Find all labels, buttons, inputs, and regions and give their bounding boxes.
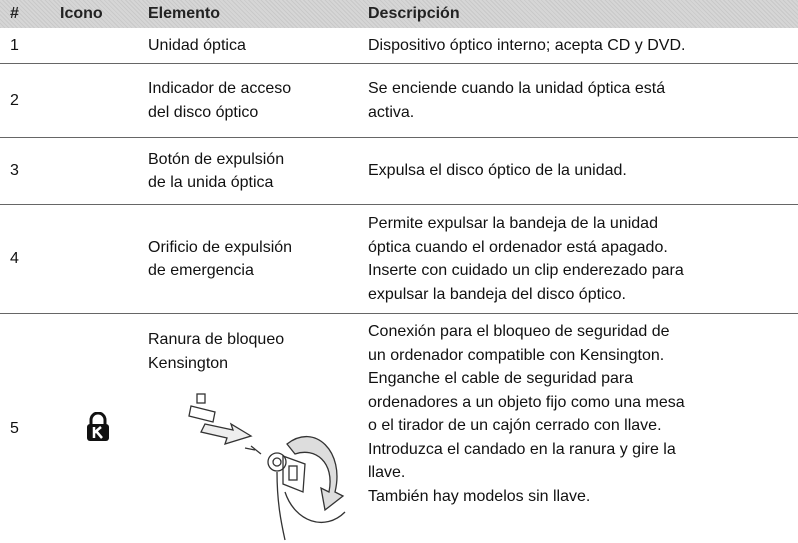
element-line: Ranura de bloqueo: [148, 331, 285, 348]
cell-text: 5: [10, 419, 19, 437]
element-cell: Unidad óptica: [148, 28, 363, 63]
header-cell: Elemento: [148, 5, 221, 22]
element-line: Kensington: [148, 354, 229, 372]
cell-text: 1: [10, 36, 19, 54]
table-row: 3 Botón de expulsión de la unida óptica Exp…: [0, 138, 798, 205]
header-cell: Icono: [60, 5, 103, 22]
description-cell: Se enciende cuando la unidad óptica está…: [368, 64, 796, 137]
description-line: Dispositivo óptico interno; acepta CD y …: [368, 36, 686, 54]
element-cell: Botón de expulsión de la unida óptica: [148, 138, 363, 204]
row-number: 3: [10, 138, 50, 204]
description-line: Se enciende cuando la unidad óptica está: [368, 80, 666, 97]
element-line: Unidad óptica: [148, 36, 246, 54]
element-line: de la unida óptica: [148, 174, 274, 191]
lock-illustration: [188, 393, 346, 541]
description-line: Conexión para el bloqueo de seguridad de: [368, 323, 670, 340]
description-cell: Permite expulsar la bandeja de la unidad…: [368, 205, 796, 313]
kensington-icon: [87, 412, 109, 441]
element-cell: Orificio de expulsión de emergencia: [148, 205, 363, 313]
description-line: llave.: [368, 464, 406, 481]
element-line: Botón de expulsión: [148, 150, 285, 168]
element-cell: Ranura de bloqueo Kensington: [148, 314, 363, 543]
description-line: un ordenador compatible con Kensington.: [368, 346, 665, 364]
header-cell: #: [10, 5, 19, 22]
description-cell: Expulsa el disco óptico de la unidad.: [368, 138, 796, 204]
cell-text: 2: [10, 91, 19, 109]
table-header: # Icono Elemento Descripción: [0, 0, 798, 28]
element-line: de emergencia: [148, 262, 254, 279]
header-cell: Descripción: [368, 5, 460, 22]
description-cell: Dispositivo óptico interno; acepta CD y …: [368, 28, 796, 63]
cell-text: 3: [10, 162, 19, 180]
description-line: Permite expulsar la bandeja de la unidad: [368, 215, 658, 232]
description-line: expulsar la bandeja del disco óptico.: [368, 285, 626, 303]
row-number: 2: [10, 64, 50, 137]
element-cell: Indicador de acceso del disco óptico: [148, 64, 363, 137]
element-line: Orificio de expulsión: [148, 238, 293, 256]
table-row: 4 Orificio de expulsión de emergencia Permi…: [0, 205, 798, 314]
row-number: 1: [10, 28, 50, 63]
description-cell: Conexión para el bloqueo de seguridad de…: [368, 314, 796, 543]
element-line: del disco óptico: [148, 103, 259, 121]
description-line: activa.: [368, 103, 415, 121]
description-line: o el tirador de un cajón cerrado con lla…: [368, 417, 662, 434]
table-row: 1 Unidad óptica Dispositivo óptico interno…: [0, 28, 798, 64]
table-row: 5 Ranura de bloqueo Kensington Conexión par…: [0, 314, 798, 543]
description-line: ordenadores a un objeto fijo como una me…: [368, 393, 685, 411]
description-line: Inserte con cuidado un clip enderezado p…: [368, 262, 684, 279]
description-line: óptica cuando el ordenador está apagado.: [368, 238, 668, 256]
description-line: Introduzca el candado en la ranura y gir…: [368, 440, 676, 458]
cell-text: 4: [10, 250, 19, 268]
row-number: 5: [10, 314, 50, 543]
table-row: 2 Indicador de acceso del disco óptico Se e…: [0, 64, 798, 138]
row-number: 4: [10, 205, 50, 313]
element-line: Indicador de acceso: [148, 80, 292, 97]
description-line: También hay modelos sin llave.: [368, 487, 591, 505]
description-line: Expulsa el disco óptico de la unidad.: [368, 162, 627, 180]
description-line: Enganche el cable de seguridad para: [368, 370, 634, 387]
